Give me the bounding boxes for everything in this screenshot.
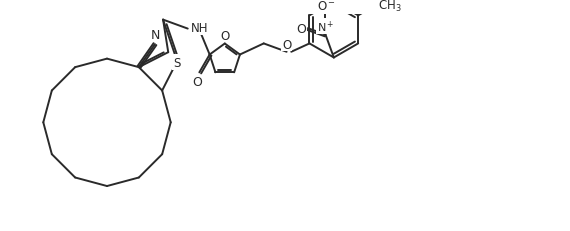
Text: N$^+$: N$^+$	[317, 19, 334, 34]
Text: O: O	[282, 39, 291, 52]
Text: O: O	[193, 76, 202, 89]
Text: CH$_3$: CH$_3$	[378, 0, 402, 13]
Text: S: S	[173, 56, 181, 69]
Text: N: N	[151, 29, 161, 42]
Text: O$^-$: O$^-$	[317, 0, 336, 13]
Text: NH: NH	[190, 22, 208, 35]
Text: O: O	[220, 30, 229, 43]
Text: O: O	[296, 23, 306, 36]
